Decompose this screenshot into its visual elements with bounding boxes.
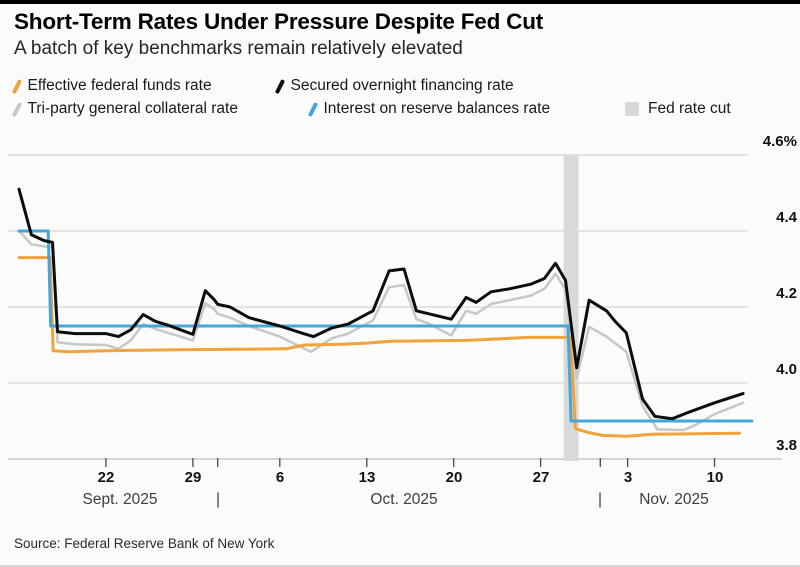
legend-item-triparty: Tri-party general collateral rate — [11, 99, 238, 119]
x-axis-tick-label: 20 — [445, 469, 463, 486]
y-axis-label: 4.2 — [776, 285, 797, 302]
legend-label: Effective federal funds rate — [27, 77, 212, 94]
fed-rate-cut-swatch-icon — [625, 102, 639, 116]
top-accent-bar — [0, 0, 800, 4]
month-separator: | — [597, 491, 603, 508]
x-axis-tick-label: 6 — [275, 469, 285, 486]
source-note: Source: Federal Reserve Bank of New York — [14, 536, 275, 551]
month-separator: | — [215, 491, 221, 508]
y-axis-label: 4.4 — [776, 209, 797, 226]
month-label: Sept. 2025 — [82, 491, 158, 508]
y-axis-label: 3.8 — [776, 437, 797, 454]
x-axis-tick-label: 3 — [623, 469, 633, 486]
x-axis-tick-label: 10 — [706, 469, 724, 486]
legend-label: Interest on reserve balances rate — [323, 100, 551, 117]
legend-item-iorb: Interest on reserve balances rate — [307, 99, 551, 119]
legend-item-effr: Effective federal funds rate — [11, 76, 212, 96]
legend-label: Tri-party general collateral rate — [27, 100, 238, 117]
iorb-slash-icon — [307, 101, 318, 117]
triparty-slash-icon — [11, 101, 22, 117]
x-axis-tick-label: 27 — [532, 469, 550, 486]
y-axis-label: 4.0 — [776, 361, 797, 378]
sofr-slash-icon — [274, 78, 285, 94]
chart-subtitle: A batch of key benchmarks remain relativ… — [14, 38, 463, 59]
x-axis-tick-label: 29 — [184, 469, 202, 486]
legend-item-fed-rate-cut: Fed rate cut — [625, 99, 731, 119]
month-label: Nov. 2025 — [639, 491, 709, 508]
legend-label: Fed rate cut — [648, 100, 731, 117]
legend-item-sofr: Secured overnight financing rate — [274, 76, 514, 96]
x-axis-tick-label: 13 — [358, 469, 376, 486]
y-axis-label: 4.6% — [762, 133, 797, 150]
effr-slash-icon — [11, 78, 22, 94]
chart-title: Short-Term Rates Under Pressure Despite … — [14, 9, 544, 34]
legend-label: Secured overnight financing rate — [290, 77, 514, 94]
x-axis-tick-label: 22 — [97, 469, 115, 486]
month-label: Oct. 2025 — [370, 491, 438, 508]
